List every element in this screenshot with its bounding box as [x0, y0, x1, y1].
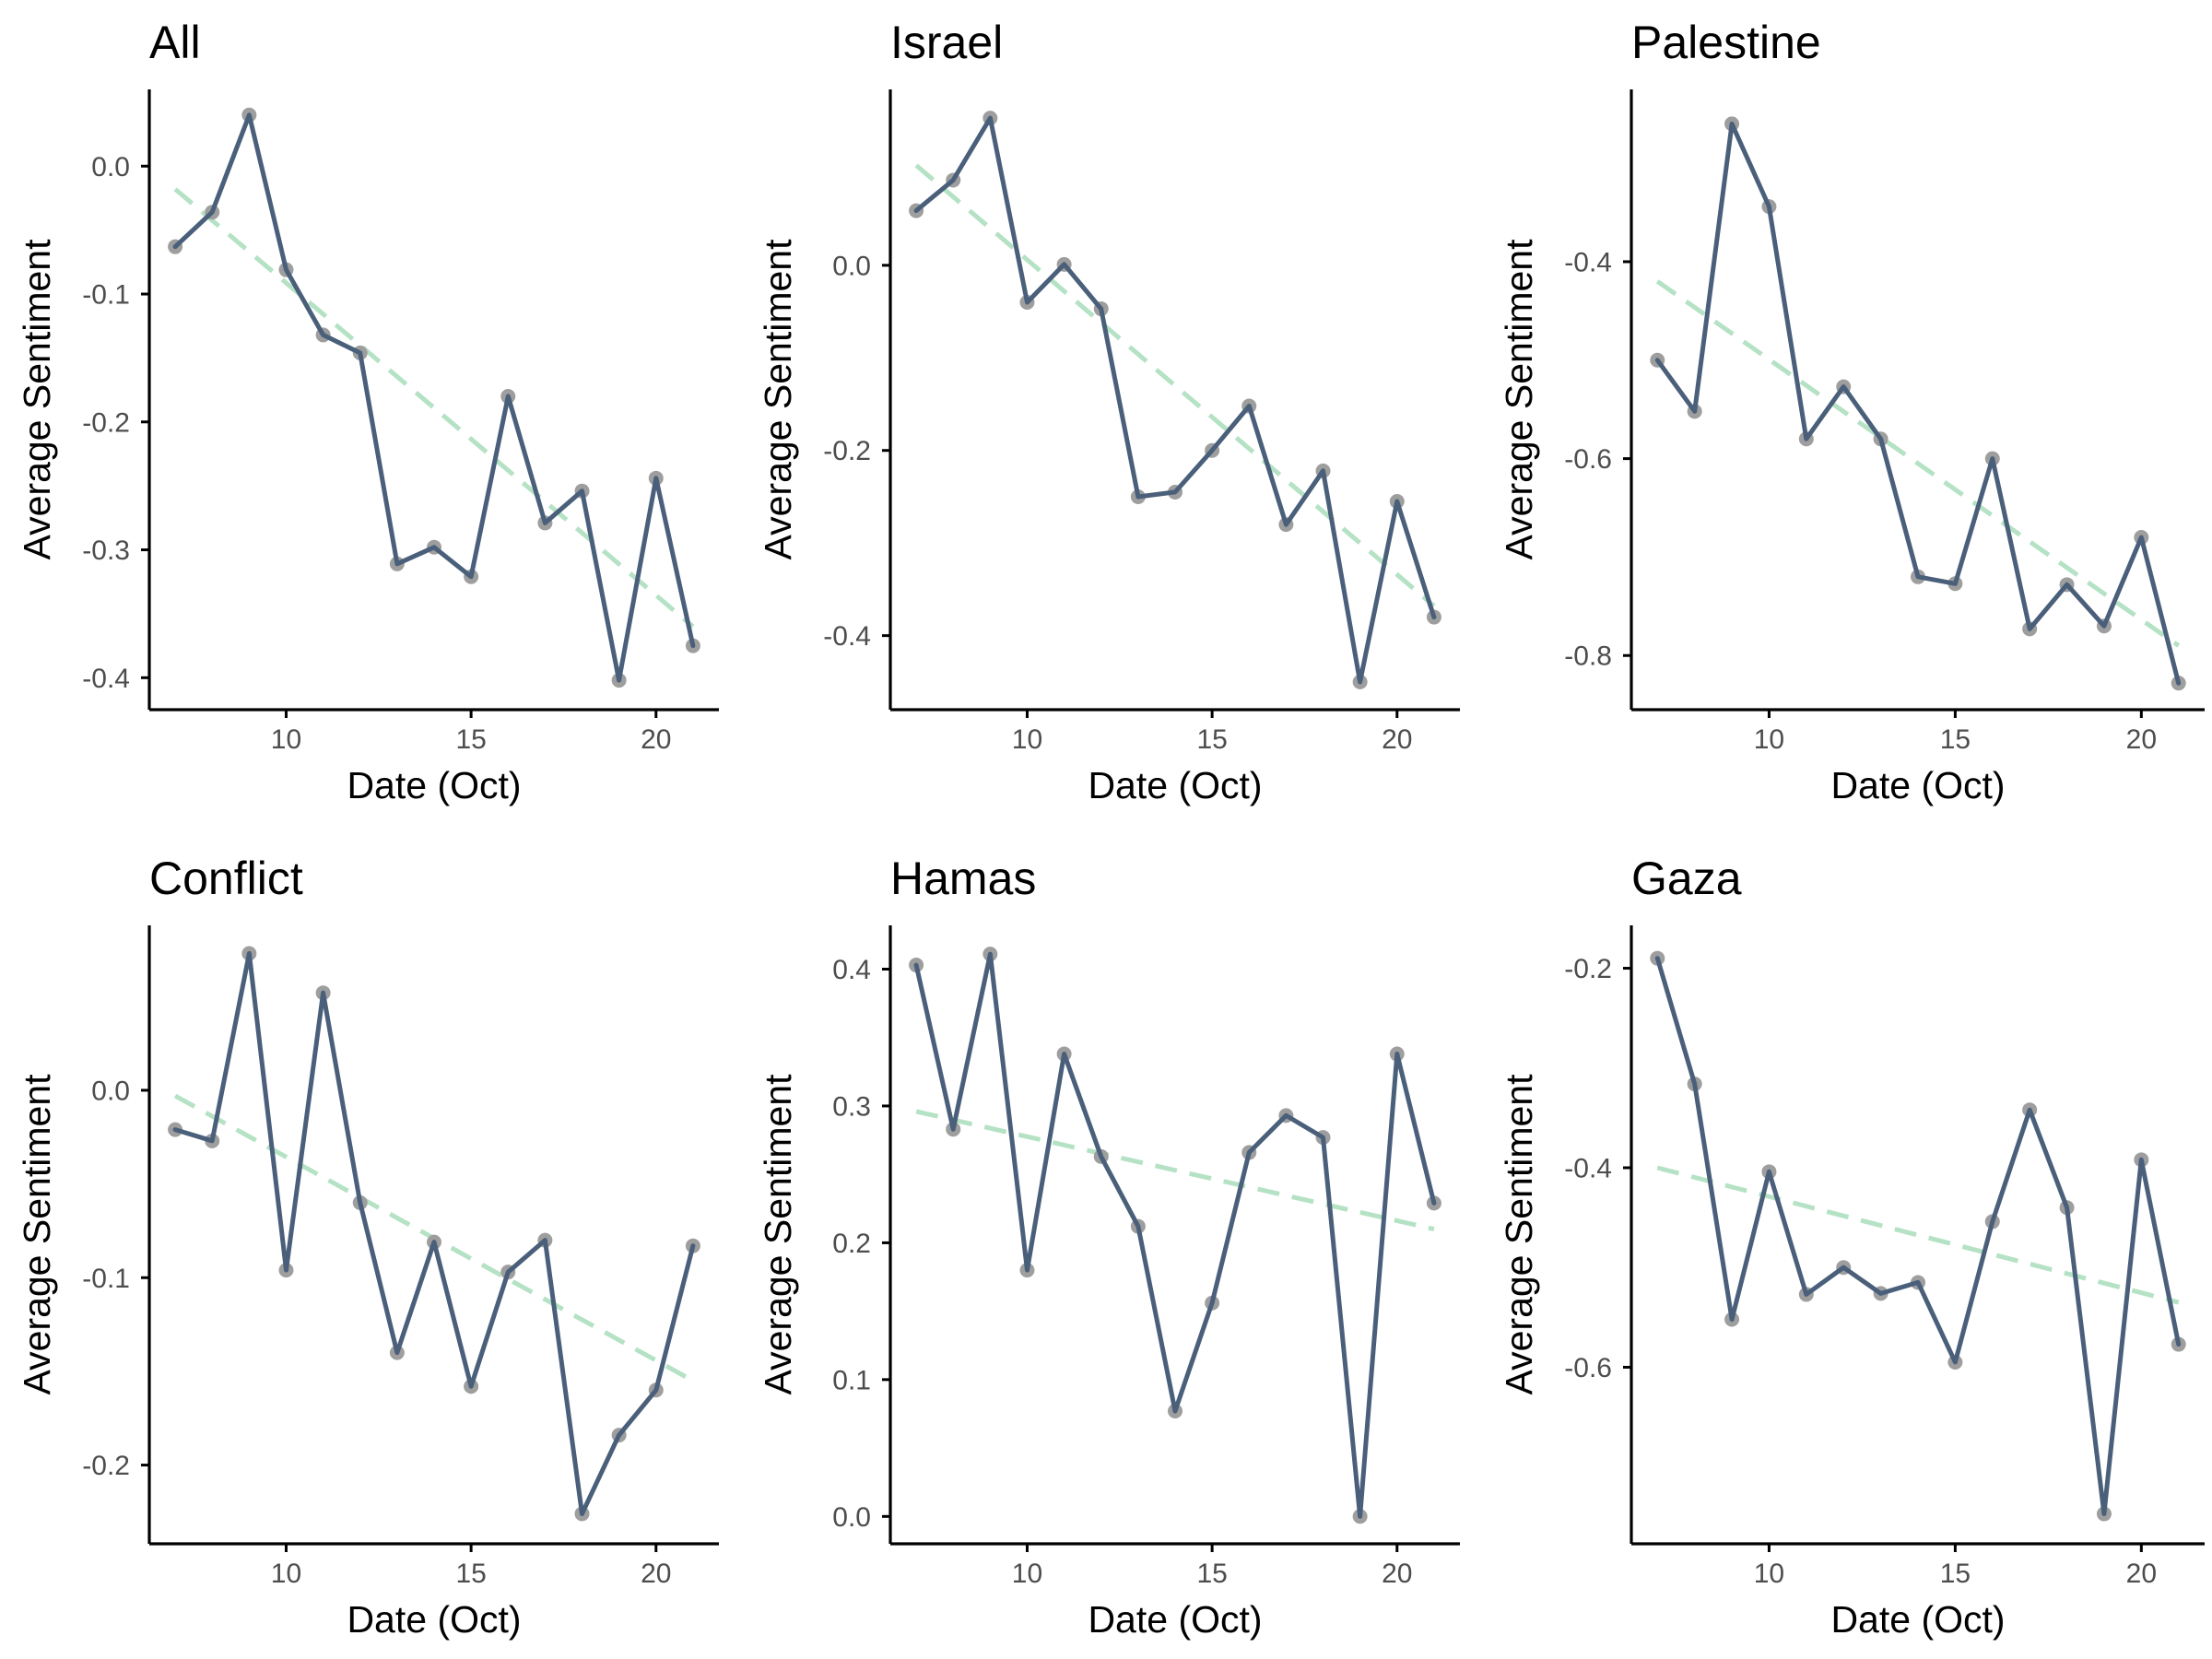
y-tick-label: 0.4 [832, 955, 871, 985]
panel-title: Israel [890, 17, 1003, 68]
panel-title: Palestine [1631, 17, 1821, 68]
x-axis-label: Date (Oct) [1830, 1598, 2005, 1641]
x-tick-label: 20 [1382, 1559, 1412, 1589]
y-tick-label: -0.4 [1564, 1153, 1612, 1183]
trend-line [1656, 1165, 2180, 1305]
y-tick-label: 0.1 [832, 1365, 871, 1395]
x-axis-label: Date (Oct) [1088, 1598, 1262, 1641]
panel-all: All 10 15 20 0.0 -0.1 -0.2 -0.3 -0.4 Date (Oct) Av… [16, 17, 719, 806]
x-tick-label: 10 [1012, 724, 1042, 755]
x-tick-label: 15 [1940, 724, 1971, 755]
panel-title: Hamas [890, 853, 1036, 904]
x-tick-label: 10 [1012, 1559, 1042, 1589]
y-axis-label: Average Sentiment [757, 1074, 799, 1395]
y-tick-label: -0.1 [82, 1264, 130, 1294]
y-tick-label: -0.2 [823, 436, 871, 466]
y-axis-label: Average Sentiment [16, 239, 58, 560]
series-line [913, 951, 1437, 1519]
y-tick-label: -0.6 [1564, 1353, 1612, 1383]
y-tick-label: 0.0 [91, 1076, 130, 1106]
trend-line [915, 1109, 1435, 1231]
series-line [172, 112, 696, 683]
y-tick-label: -0.1 [82, 280, 130, 311]
y-tick-label: 0.2 [832, 1229, 871, 1259]
trend-line [914, 163, 1436, 608]
x-axis-label: Date (Oct) [347, 1598, 521, 1641]
trend-line [173, 187, 695, 629]
panel-hamas: Hamas 10 15 20 0.4 0.3 0.2 0.1 0.0 Date (Oct) Aver… [757, 853, 1460, 1641]
x-axis-label: Date (Oct) [1088, 764, 1262, 806]
y-axis-label: Average Sentiment [757, 239, 799, 560]
x-tick-label: 15 [455, 724, 486, 755]
series-line [913, 115, 1437, 685]
y-tick-label: 0.0 [832, 251, 871, 281]
x-tick-label: 15 [1196, 724, 1227, 755]
x-tick-label: 20 [2126, 1559, 2157, 1589]
series-line [1654, 956, 2182, 1516]
x-tick-label: 15 [1196, 1559, 1227, 1589]
x-tick-label: 20 [1382, 724, 1412, 755]
y-tick-label: -0.2 [1564, 954, 1612, 984]
y-tick-label: -0.4 [823, 621, 871, 652]
panel-title: Gaza [1631, 853, 1742, 904]
panel-title: All [149, 17, 201, 68]
y-tick-label: -0.4 [1564, 247, 1612, 277]
x-tick-label: 20 [641, 1559, 671, 1589]
panel-conflict: Conflict 10 15 20 0.0 -0.1 -0.2 Date (Oct) Avera… [16, 853, 719, 1641]
panel-israel: Israel 10 15 20 0.0 -0.2 -0.4 Date (Oct) Average… [757, 17, 1460, 806]
x-axis-label: Date (Oct) [347, 764, 521, 806]
panel-title: Conflict [149, 853, 303, 904]
y-axis-label: Average Sentiment [1498, 1074, 1540, 1395]
y-tick-label: -0.3 [82, 535, 130, 566]
y-tick-label: -0.6 [1564, 444, 1612, 475]
x-tick-label: 10 [1754, 724, 1784, 755]
x-tick-label: 10 [1754, 1559, 1784, 1589]
x-axis-label: Date (Oct) [1830, 764, 2005, 806]
panel-gaza: Gaza 10 15 20 -0.2 -0.4 -0.6 Date (Oct) Average … [1498, 853, 2205, 1641]
series-line [1654, 121, 2182, 686]
y-tick-label: -0.2 [82, 1451, 130, 1481]
x-tick-label: 15 [455, 1559, 486, 1589]
y-axis-label: Average Sentiment [1498, 239, 1540, 560]
series-line [172, 951, 696, 1516]
y-tick-label: -0.8 [1564, 641, 1612, 672]
y-axis-label: Average Sentiment [16, 1074, 58, 1395]
x-tick-label: 15 [1940, 1559, 1971, 1589]
y-tick-label: 0.0 [832, 1502, 871, 1533]
y-tick-label: 0.0 [91, 152, 130, 182]
x-tick-label: 10 [271, 724, 301, 755]
x-tick-label: 20 [641, 724, 671, 755]
x-tick-label: 20 [2126, 724, 2157, 755]
y-tick-label: -0.2 [82, 407, 130, 438]
y-tick-label: -0.4 [82, 664, 130, 694]
trend-line [1655, 279, 2181, 648]
panel-palestine: Palestine 10 15 20 -0.4 -0.6 -0.8 Date (Oct) Ave… [1498, 17, 2205, 806]
y-tick-label: 0.3 [832, 1091, 871, 1122]
x-tick-label: 10 [271, 1559, 301, 1589]
